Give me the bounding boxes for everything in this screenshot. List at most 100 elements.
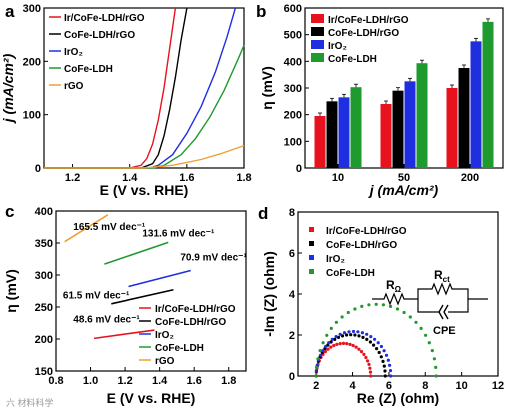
panel-b-ytick-label: 300 [284,83,302,95]
panel-a-ytick-label: 200 [23,56,41,68]
panel-d-data-point [357,347,361,351]
panel-b-legend-swatch [311,27,324,36]
panel-c-ylabel: η (mV) [3,269,19,313]
panel-c-xtick-label: 1.0 [83,375,98,387]
panel-d-data-point [364,355,368,360]
panel-d-data-point [360,331,364,335]
panel-d-data-point [366,359,370,363]
panel-d-data-point [373,337,377,341]
panel-b-legend-label: CoFe-LDH/rGO [328,28,399,39]
panel-d-data-point [383,374,387,378]
panel-b-legend-label: IrO₂ [328,41,347,52]
panel-d-data-point [321,349,325,353]
panel-d-data-point [432,357,436,361]
panel-a-ylabel: j (mA/cm²) [0,53,16,124]
panel-d-legend-marker [309,255,314,260]
equivalent-circuit: RΩ Rct CPE [372,268,488,337]
watermark: 六 材料科学 [6,397,54,408]
panel-d-legend-label: IrO₂ [326,254,345,265]
panel-b-xlabel: j (mA/cm²) [368,182,439,198]
panel-d-data-point [379,344,383,349]
panel-b-ytick-label: 600 [284,3,302,15]
panel-c-slope-label: 61.5 mV dec⁻¹ [63,291,130,302]
panel-c-xtick-label: 1.6 [187,375,202,387]
panel-c-tafel-line [111,288,174,305]
panel-c-xtick-label: 0.8 [48,375,63,387]
panel-d-data-point [332,343,336,348]
panel-a-legend-label: rGO [64,81,84,92]
panel-a-legend-label: IrO₂ [64,47,83,58]
panel-c-xlabel: E (V vs. RHE) [107,390,196,406]
panel-c-legend-label: rGO [155,356,175,367]
panel-b-ytick-label: 400 [284,56,302,68]
panel-d-data-point [316,357,320,361]
panel-d-data-point [377,350,381,355]
panel-d-ylabel: -Im (Z) (ohm) [261,251,277,337]
panel-d-data-point [383,369,387,373]
panel-d-data-point [430,349,434,353]
panel-d-data-point [414,320,418,324]
panel-c-xtick-label: 1.8 [221,375,236,387]
panel-d-data-point [388,304,393,308]
panel-d-xlabel: Re (Z) (ohm) [357,390,439,406]
panel-c: c 0.8 1.0 1.2 1.4 1.6 1.8 150 200 250 300 350 400 1… [3,202,247,406]
panel-d-data-point [375,347,379,351]
panel-d-data-point [315,365,319,369]
panel-d-data-point [327,341,331,345]
panel-d-data-point [314,374,318,378]
panel-d-data-point [408,315,412,319]
panel-a: a 1.2 1.4 1.6 1.8 0 100 200 300 E (V vs. RHE) j… [0,2,252,198]
panel-d-data-point [346,310,350,315]
panel-a-legend-label: CoFe-LDH [64,64,113,75]
panel-b-xtick-label: 200 [461,172,479,184]
panel-d-data-point [356,330,360,334]
panel-d-data-point [353,333,357,337]
panel-d-data-point [354,345,358,349]
panel-a-letter: a [5,2,15,21]
panel-d-data-point [318,353,323,357]
panel-b-ylabel: η (mV) [259,66,275,110]
panel-a-series-line [44,144,245,169]
panel-d-data-point [434,374,438,378]
panel-d-data-point [402,310,406,315]
panel-a-series-line [44,7,188,169]
panel-c-ytick-label: 300 [35,270,53,282]
panel-d-ytick-label: 2 [289,330,295,342]
panel-d-xtick-label: 8 [422,380,428,392]
panel-d-data-point [357,334,361,338]
panel-d-data-point [338,342,342,346]
panel-d-ytick-label: 6 [289,248,295,260]
panel-d-legend-label: CoFe-LDH [326,268,375,279]
panel-d-data-point [369,374,373,378]
panel-d-data-point [382,364,386,368]
panel-c-frame [55,210,247,372]
panel-b-bar [326,101,338,168]
panel-d-data-point [381,303,385,307]
panel-b-bar [314,116,326,168]
panel-d-data-point [376,341,380,345]
panel-a-legend: Ir/CoFe-LDH/rGO CoFe-LDH/rGO IrO₂ CoFe-LDH r… [49,13,145,92]
panel-a-xtick-label: 1.6 [179,172,194,184]
panel-d-data-point [359,350,364,354]
panel-b-letter: b [256,2,266,21]
panel-b-bar [338,97,350,168]
panel-d-data-point [389,374,393,378]
panel-d-data-point [323,350,327,354]
panel-d-data-point [386,358,390,362]
panel-b-bar [380,104,392,168]
panel-d-legend-label: Ir/CoFe-LDH/rGO [326,226,407,237]
panel-d-data-point [365,332,369,336]
panel-b-bar [446,88,458,168]
panel-c-xtick-label: 1.4 [152,375,168,387]
panel-d-data-point [341,341,346,345]
panel-b-ytick-label: 500 [284,30,302,42]
circuit-cpe-label: CPE [433,325,456,337]
panel-d-letter: d [258,204,268,223]
panel-b-ytick-label: 100 [284,136,302,148]
panel-a-xtick-label: 1.4 [122,172,138,184]
panel-c-legend-label: Ir/CoFe-LDH/rGO [155,304,236,315]
panel-d-ytick-label: 0 [289,371,295,383]
panel-a-xlabel: E (V vs. RHE) [100,182,189,198]
panel-d-data-point [333,337,337,341]
